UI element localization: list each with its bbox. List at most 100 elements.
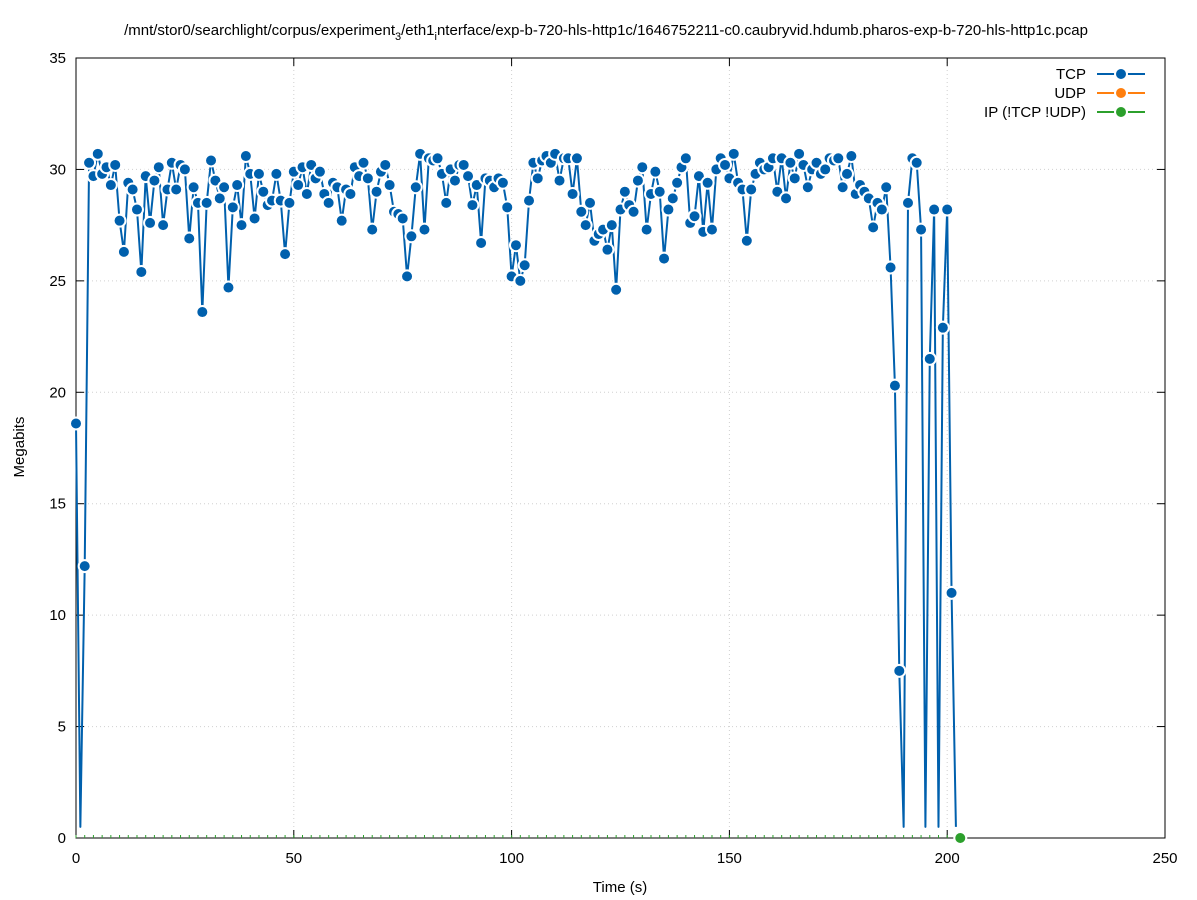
ticks: 0 50 100 150 200 250 0 5 10 15 20 25 30 35: [49, 50, 1177, 867]
y-tick-label: 15: [49, 496, 66, 513]
data-point: [953, 831, 968, 845]
data-point: [900, 195, 915, 210]
x-tick-label: 150: [717, 850, 742, 867]
data-point: [282, 195, 297, 210]
data-point: [495, 175, 510, 190]
data-point: [69, 416, 83, 431]
data-point: [291, 178, 306, 193]
chart-title: /mnt/stor0/searchlight/corpus/experiment…: [124, 22, 1088, 43]
data-point: [831, 151, 846, 166]
data-point: [744, 182, 759, 197]
data-point: [90, 146, 105, 161]
data-point: [718, 157, 733, 172]
data-point: [103, 178, 118, 193]
series-ip-tcp-udp: [953, 831, 968, 845]
data-point: [935, 320, 950, 335]
data-point: [578, 218, 593, 233]
data-point: [844, 149, 859, 164]
data-point: [238, 149, 253, 164]
x-tick-label: 100: [499, 850, 524, 867]
y-tick-label: 30: [49, 161, 66, 178]
data-point: [77, 559, 92, 574]
x-axis-label: Time (s): [593, 879, 647, 896]
data-point: [404, 229, 419, 244]
data-point: [665, 191, 680, 206]
data-point: [417, 222, 432, 237]
data-point: [369, 184, 384, 199]
y-tick-label: 5: [58, 719, 66, 736]
data-point: [269, 166, 284, 181]
data-point: [513, 273, 528, 288]
x-tick-label: 250: [1152, 850, 1177, 867]
data-point: [247, 211, 262, 226]
data-point: [565, 186, 580, 201]
data-point: [800, 180, 815, 195]
data-point: [256, 184, 271, 199]
data-point: [169, 182, 184, 197]
data-point: [465, 198, 480, 213]
legend-label: TCP: [1056, 66, 1086, 83]
data-point: [112, 213, 127, 228]
legend-marker: [1114, 105, 1128, 119]
data-point: [334, 213, 349, 228]
data-point: [914, 222, 929, 237]
data-point: [670, 175, 685, 190]
data-point: [474, 235, 489, 250]
data-point: [395, 211, 410, 226]
data-point: [835, 180, 850, 195]
data-point: [522, 193, 537, 208]
data-point: [940, 202, 955, 217]
data-point: [221, 280, 236, 295]
series-line: [75, 152, 957, 828]
data-point: [726, 146, 741, 161]
data-point: [108, 157, 123, 172]
plot-frame: [75, 57, 1166, 839]
y-tick-label: 0: [58, 830, 66, 847]
data-point: [922, 351, 937, 366]
legend-marker: [1114, 67, 1128, 81]
data-point: [779, 191, 794, 206]
data-point: [508, 238, 523, 253]
data-point: [186, 180, 201, 195]
data-point: [299, 186, 314, 201]
y-tick-label: 25: [49, 273, 66, 290]
data-point: [217, 180, 232, 195]
data-point: [343, 186, 358, 201]
data-point: [517, 258, 532, 273]
data-point: [125, 182, 140, 197]
data-point: [678, 151, 693, 166]
data-point: [143, 215, 158, 230]
x-tick-label: 50: [285, 850, 302, 867]
data-point: [156, 218, 171, 233]
data-point: [892, 663, 907, 678]
data-point: [927, 202, 942, 217]
data-point: [704, 222, 719, 237]
legend-marker: [1114, 86, 1128, 100]
data-point: [617, 184, 632, 199]
data-point: [652, 184, 667, 199]
data-point: [552, 173, 567, 188]
data-point: [177, 162, 192, 177]
data-point: [199, 195, 214, 210]
data-point: [129, 202, 144, 217]
data-point: [134, 264, 149, 279]
data-point: [887, 378, 902, 393]
data-point: [600, 242, 615, 257]
data-point: [378, 157, 393, 172]
data-point: [574, 204, 589, 219]
data-point: [312, 164, 327, 179]
data-point: [278, 247, 293, 262]
x-tick-label: 0: [72, 850, 80, 867]
data-point: [116, 244, 131, 259]
axes: [75, 57, 1166, 839]
data-point: [700, 175, 715, 190]
data-point: [626, 204, 641, 219]
data-point: [382, 178, 397, 193]
data-point: [787, 171, 802, 186]
data-point: [840, 166, 855, 181]
data-point: [321, 195, 336, 210]
data-point: [234, 218, 249, 233]
data-point: [356, 155, 371, 170]
data-point: [866, 220, 881, 235]
